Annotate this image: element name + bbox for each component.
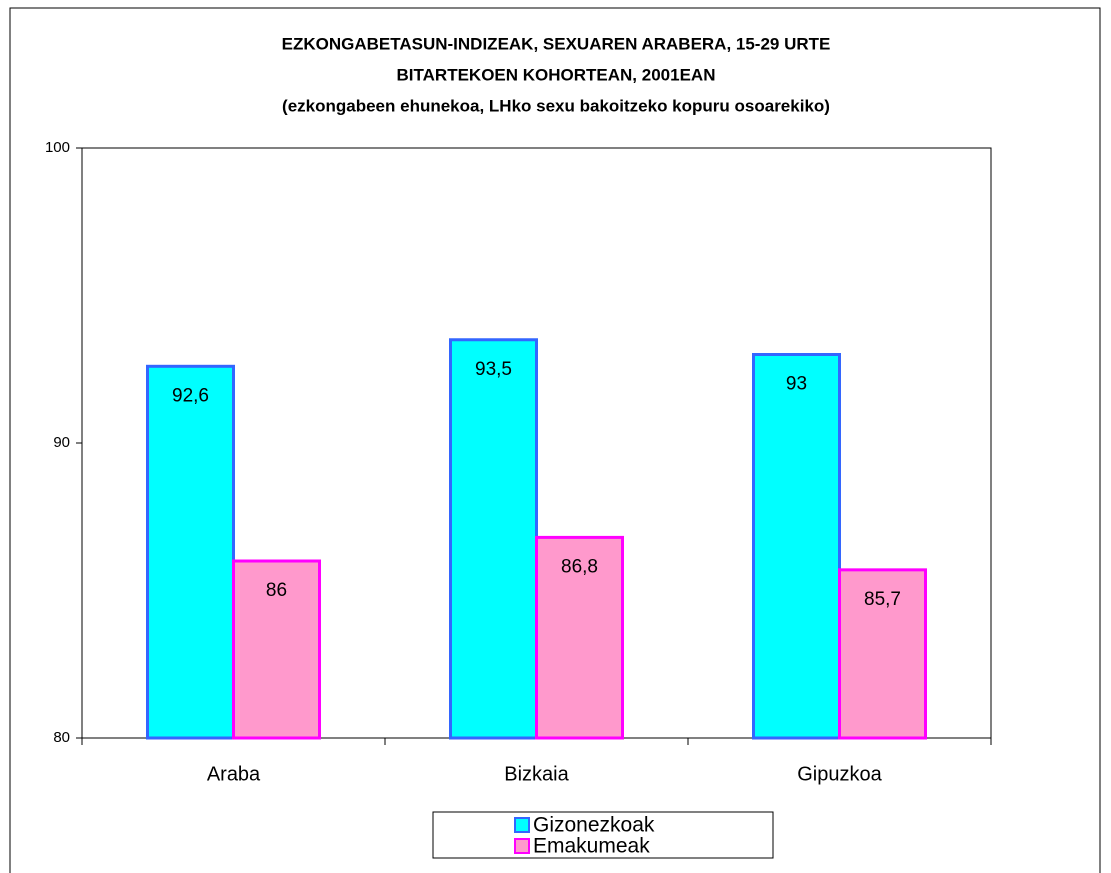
legend xyxy=(432,811,774,859)
bar xyxy=(449,338,538,740)
bar xyxy=(752,353,841,740)
x-tick-label: Araba xyxy=(207,763,261,785)
bar xyxy=(146,364,235,740)
chart-title: (ezkongabeen ehunekoa, LHko sexu bakoitz… xyxy=(282,96,830,115)
data-label: 86,8 xyxy=(561,556,598,577)
data-label: 85,7 xyxy=(864,589,901,610)
x-tick-label: Gipuzkoa xyxy=(797,763,882,785)
bar xyxy=(535,535,624,740)
y-tick-label: 90 xyxy=(53,434,70,451)
legend-swatch xyxy=(514,817,530,833)
chart-title: EZKONGABETASUN-INDIZEAK, SEXUAREN ARABER… xyxy=(282,34,831,53)
x-tick-label: Bizkaia xyxy=(504,763,569,785)
data-label: 93 xyxy=(786,374,807,395)
legend-label: Emakumeak xyxy=(533,835,650,858)
data-label: 92,6 xyxy=(172,385,209,406)
legend-swatch xyxy=(514,838,530,854)
bar xyxy=(838,568,927,740)
bar xyxy=(232,559,321,740)
legend-label: Gizonezkoak xyxy=(533,814,655,837)
y-tick-label: 80 xyxy=(53,729,70,746)
chart-title: BITARTEKOEN KOHORTEAN, 2001EAN xyxy=(397,65,716,84)
data-label: 86 xyxy=(266,580,287,601)
y-tick-label: 100 xyxy=(45,139,70,156)
data-label: 93,5 xyxy=(475,359,512,380)
